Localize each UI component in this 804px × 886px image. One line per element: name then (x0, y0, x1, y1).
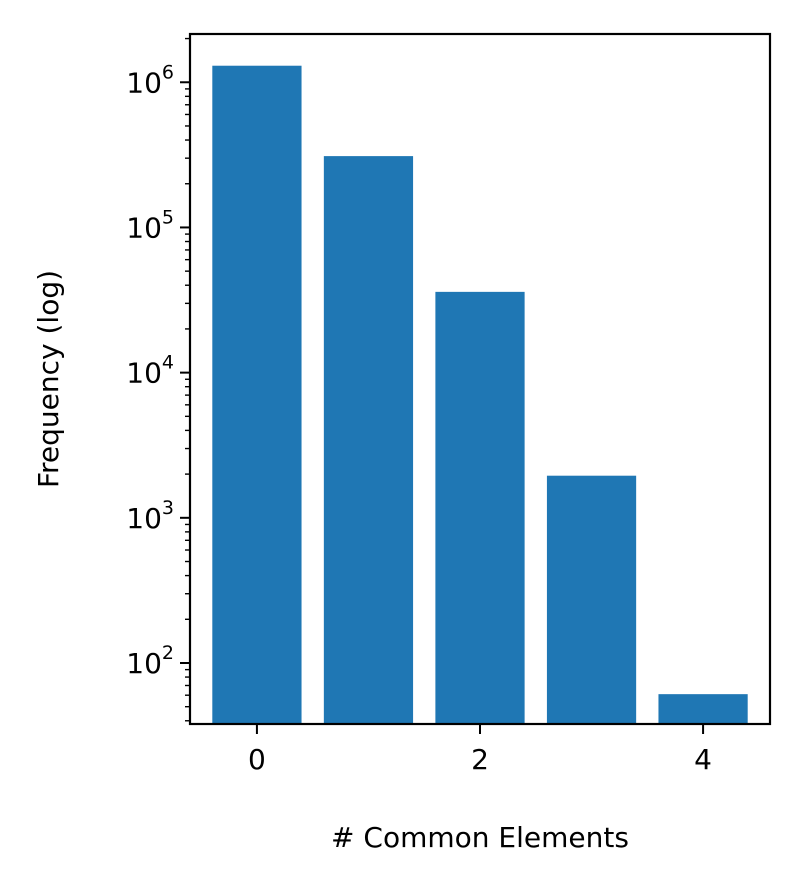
y-tick-label: 106 (126, 61, 174, 99)
x-tick-label: 4 (694, 743, 712, 776)
y-tick-label: 104 (126, 352, 174, 390)
y-tick-label: 105 (126, 206, 174, 244)
x-axis-label: # Common Elements (331, 821, 629, 854)
bar-4 (658, 694, 748, 724)
y-axis-label: Frequency (log) (32, 270, 65, 488)
plot-frame (188, 32, 772, 726)
x-tick-label: 0 (248, 743, 266, 776)
bar-1 (323, 156, 414, 724)
y-tick-label: 102 (126, 642, 174, 680)
x-axis-ticks: 0 2 4 (248, 724, 712, 776)
x-tick-label: 2 (471, 743, 489, 776)
y-tick-label: 103 (126, 497, 174, 535)
bars-group (212, 65, 748, 724)
bar-2 (435, 291, 525, 724)
bar-3 (546, 475, 637, 724)
y-axis-ticks: 102 103 104 105 106 (126, 37, 190, 722)
bar-0 (212, 65, 302, 724)
